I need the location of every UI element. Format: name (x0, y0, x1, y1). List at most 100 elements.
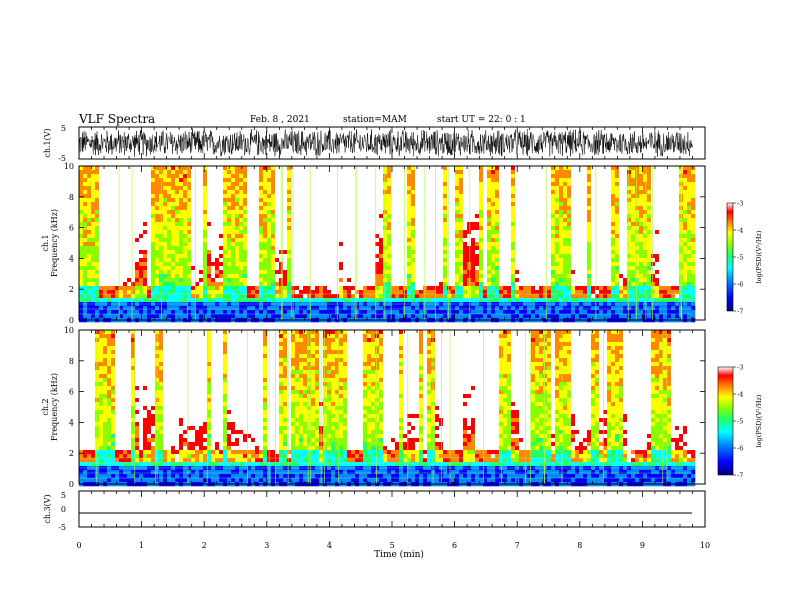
spectrogram-cell (319, 194, 324, 199)
spectrogram-cell (199, 230, 204, 235)
spectrogram-cell (327, 282, 332, 287)
spectrogram-cell (351, 242, 356, 247)
spectrogram-cell (487, 190, 492, 195)
spectrogram-cell (523, 278, 528, 283)
spectrogram-cell (495, 218, 500, 223)
spectrogram-cell (107, 266, 112, 271)
spectrogram-cell (119, 306, 124, 311)
spectrogram-cell (491, 274, 496, 279)
spectrogram-cell (127, 210, 132, 215)
spectrogram-cell (455, 310, 460, 315)
spectrogram-cell (483, 278, 488, 283)
spectrogram-cell (379, 294, 384, 299)
spectrogram-cell (563, 174, 568, 179)
spectrogram-cell (179, 314, 184, 319)
spectrogram-cell (451, 270, 456, 275)
spectrogram-cell (211, 286, 216, 291)
spectrogram-cell (351, 250, 356, 255)
spectrogram-cell (151, 222, 156, 227)
spectrogram-cell (479, 282, 484, 287)
spectrogram-cell (515, 182, 520, 187)
spectrogram-cell (147, 178, 152, 183)
spectrogram-cell (399, 250, 404, 255)
spectrogram-cell (399, 298, 404, 303)
spectrogram-cell (459, 250, 464, 255)
spectrogram-cell (551, 206, 556, 211)
spectrogram-cell (175, 234, 180, 239)
spectrogram-cell (231, 210, 236, 215)
spectrogram-cell (311, 178, 316, 183)
spectrogram-cell (451, 174, 456, 179)
spectrogram-cell (111, 186, 116, 191)
spectrogram-cell (403, 250, 408, 255)
spectrogram-cell (531, 258, 536, 263)
spectrogram-cell (431, 194, 436, 199)
spectrogram-cell (519, 286, 524, 291)
spectrogram-cell (87, 194, 92, 199)
spectrogram-cell (287, 274, 292, 279)
spectrogram-cell (411, 226, 416, 231)
spectrogram-cell (403, 274, 408, 279)
spectrogram-cell (87, 306, 92, 311)
spectrogram-cell (435, 242, 440, 247)
spectrogram-cell (195, 286, 200, 291)
spectrogram-cell (231, 178, 236, 183)
spectrogram-cell (227, 198, 232, 203)
spectrogram-cell (127, 222, 132, 227)
spectrogram-cell (407, 226, 412, 231)
spectrogram-cell (411, 182, 416, 187)
spectrogram-cell (243, 214, 248, 219)
spectrogram-cell (467, 210, 472, 215)
spectrogram-cell (179, 210, 184, 215)
spectrogram-cell (267, 202, 272, 207)
spectrogram-cell (287, 238, 292, 243)
spectrogram-cell (483, 194, 488, 199)
spectrogram-cell (295, 262, 300, 267)
spectrogram-cell (295, 282, 300, 287)
spectrogram-cell (319, 214, 324, 219)
spectrogram-cell (323, 266, 328, 271)
spectrogram-cell (527, 206, 532, 211)
spectrogram-cell (443, 250, 448, 255)
spectrogram-cell (343, 274, 348, 279)
spectrogram-cell (91, 294, 96, 299)
spectrogram-cell (235, 174, 240, 179)
spectrogram-cell (203, 230, 208, 235)
spectrogram-cell (155, 306, 160, 311)
spectrogram-cell (459, 294, 464, 299)
spectrogram-cell (211, 230, 216, 235)
spectrogram-cell (523, 286, 528, 291)
spectrogram-cell (399, 286, 404, 291)
spectrogram-cell (171, 226, 176, 231)
spectrogram-cell (359, 242, 364, 247)
spectrogram-cell (115, 222, 120, 227)
spectrogram-cell (215, 242, 220, 247)
spectrogram-cell (115, 242, 120, 247)
spectrogram-cell (323, 250, 328, 255)
spectrogram-cell (455, 206, 460, 211)
spectrogram-cell (527, 198, 532, 203)
spectrogram-cell (299, 254, 304, 259)
spectrogram-cell (563, 230, 568, 235)
spectrogram-cell (479, 198, 484, 203)
spectrogram-cell (287, 270, 292, 275)
spectrogram-cell (135, 290, 140, 295)
spectrogram-cell (583, 238, 588, 243)
spectrogram-cell (343, 226, 348, 231)
spectrogram-cell (167, 222, 172, 227)
spectrogram-cell (471, 266, 476, 271)
spectrogram-cell (243, 258, 248, 263)
spectrogram-cell (571, 306, 576, 311)
spectrogram-cell (195, 206, 200, 211)
spectrogram-cell (399, 294, 404, 299)
spectrogram-cell (287, 298, 292, 303)
spectrogram-cell (559, 314, 564, 319)
spectrogram-cell (327, 310, 332, 315)
spectrogram-cell (567, 258, 572, 263)
spectrogram-cell (491, 218, 496, 223)
spectrogram-cell (343, 270, 348, 275)
spectrogram-cell (527, 190, 532, 195)
spectrogram-cell (103, 210, 108, 215)
spectrogram-cell (475, 206, 480, 211)
spectrogram-cell (527, 290, 532, 295)
